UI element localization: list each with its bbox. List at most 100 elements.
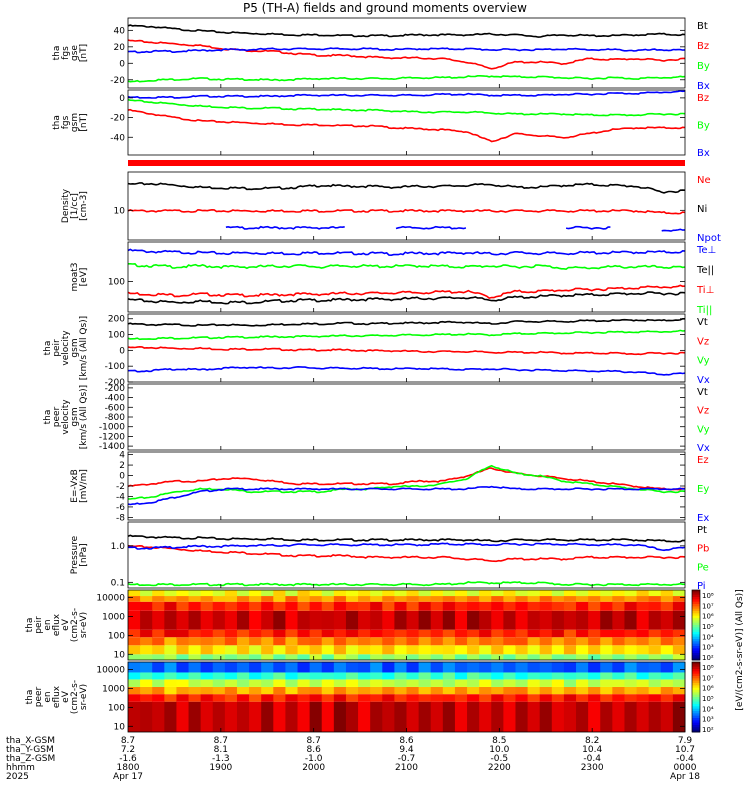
spectrogram-cell [285,629,299,638]
spectrogram-cell [624,686,638,695]
spectrogram-cell [152,679,165,687]
spectrogram-cell [321,662,335,673]
spectrogram-cell [576,662,589,673]
colorbar-segment [692,639,700,642]
panel-frame [127,89,686,156]
spectrogram-cell [345,637,359,646]
spectrogram-cell [176,610,190,630]
spectrogram-cell [188,694,202,702]
spectrogram-cell [261,629,274,638]
spectrogram-cell [563,686,577,695]
x-axis-value: 8.2 [585,736,599,746]
spectrogram-cell [454,596,468,602]
spectrogram-cell [527,601,541,611]
spectrogram-cell [418,672,432,680]
spectrogram-cell [333,596,347,602]
spectrogram-cell [200,629,214,638]
colorbar-segment [692,653,700,656]
legend-label: Pe [697,562,709,573]
panel-6: Vt Vz Vy Vx -200-400-600-800-1000-1200-1400 t… [43,383,710,454]
spectrogram-cell [345,601,359,611]
spectrogram-cell [345,629,359,638]
series-line-vz [127,345,686,356]
spectrogram-cell [140,596,153,602]
colorbar-tick-label: 10⁸ [702,592,714,600]
spectrogram-cell [406,637,420,646]
spectrogram-cell [551,672,565,680]
y-axis-label: [eV] [79,268,89,287]
spectrogram-cell [454,654,468,660]
spectrogram-cell [454,637,468,646]
spectrogram-cell [539,610,553,630]
x-axis-row-label: tha_Y-GSM [6,745,54,755]
spectrogram-cell [588,629,601,638]
x-axis-value: Apr 17 [113,772,143,782]
colorbar-segment [692,625,700,628]
spectrogram-cell [406,679,420,687]
x-axis-value: 8.7 [121,736,135,746]
y-tick-label: -2 [116,482,125,492]
x-axis-value: 10.7 [675,745,695,755]
spectrogram-cell [152,686,165,695]
spectrogram-cell [527,654,541,660]
spectrogram-cell [152,637,165,646]
spectrogram-cell [285,701,299,732]
spectrogram-cell [418,610,432,630]
colorbar-segment [692,648,700,652]
spectrogram-cell [249,610,262,630]
spectrogram-cell [358,694,371,702]
spectrogram-cell [176,654,190,660]
spectrogram-cell [224,596,238,602]
colorbar-segment [692,606,700,610]
spectrogram-cell [527,679,541,687]
spectrogram-cell [612,679,625,687]
y-axis-label: [nT] [79,113,89,131]
plot-title: P5 (TH-A) fields and ground moments over… [243,1,527,15]
panel-separator-bar [128,160,685,166]
colorbar-segment [692,671,700,675]
y-tick-label: 10000 [96,666,125,676]
spectrogram-cell [128,662,141,673]
spectrogram-cell [454,645,468,655]
spectrogram-cell [370,679,383,687]
y-tick-label: -1000 [99,423,125,433]
legend-label: Vy [697,356,710,367]
spectrogram-cell [212,610,226,630]
spectrogram-cell [503,686,516,695]
spectrogram-cell [588,662,601,673]
spectrogram-cell [261,694,274,702]
spectrogram-cell [261,596,274,602]
y-tick-label: 100 [108,331,125,341]
spectrogram-cell [479,672,492,680]
spectrogram-cell [576,654,589,660]
y-tick-label: 10000 [96,594,125,604]
spectrogram-cell [551,654,565,660]
colorbar-segment [692,592,700,596]
spectrogram-cell [418,590,432,597]
x-axis-value: 8.1 [214,745,228,755]
x-axis-value: 10.4 [582,745,602,755]
series-line-bt [127,24,686,38]
spectrogram-cell [358,679,371,687]
y-axis-label: eV [61,690,71,703]
spectrogram-cell [273,662,286,673]
x-axis-value: 8.5 [492,736,506,746]
spectrogram-cell [285,596,299,602]
colorbar-label: [eV/(cm2-s-sr-eV)] (All Qs)] [735,589,745,710]
colorbar-segment [692,618,700,621]
spectrogram-cell [515,672,529,680]
spectrogram-cell [176,662,190,673]
spectrogram-cell [563,679,577,687]
spectrogram-cell [273,629,286,638]
spectrogram-cell [442,662,456,673]
spectrogram-cell [491,637,504,646]
x-axis-value: -1.0 [305,754,323,764]
series-line-pb [127,544,686,563]
x-axis-value: -0.4 [676,754,694,764]
spectrogram-cell [551,629,565,638]
spectrogram-cell [297,645,311,655]
spectrogram-cell [297,694,311,702]
legend-label: Vx [697,375,710,386]
spectrogram-cell [430,672,444,680]
